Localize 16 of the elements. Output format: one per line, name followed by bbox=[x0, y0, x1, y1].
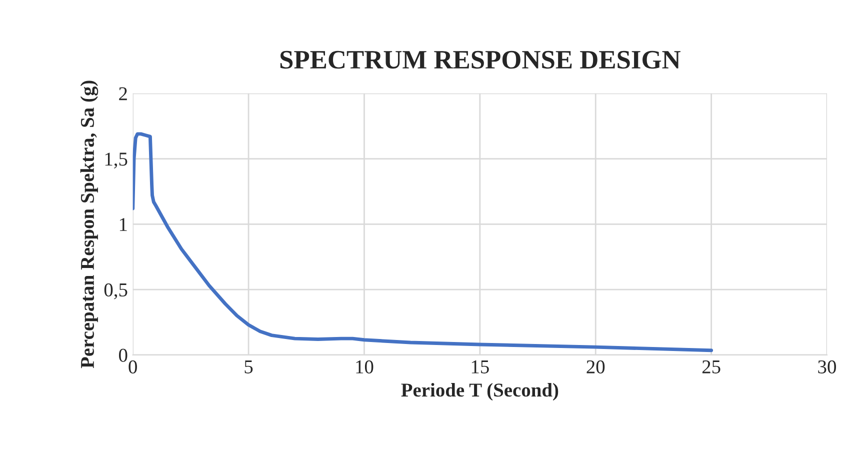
x-axis-title: Periode T (Second) bbox=[401, 382, 558, 401]
y-tick-label: 0,5 bbox=[104, 283, 128, 300]
x-tick-label: 15 bbox=[472, 360, 489, 374]
x-tick-label: 0 bbox=[128, 360, 137, 374]
x-tick-label: 25 bbox=[702, 360, 720, 374]
x-tick-label: 5 bbox=[244, 360, 253, 374]
chart-title: SPECTRUM RESPONSE DESIGN bbox=[280, 50, 680, 69]
line-series bbox=[132, 132, 714, 352]
x-tick-label: 20 bbox=[586, 360, 605, 374]
x-tick-label: 30 bbox=[818, 360, 836, 374]
y-tick-label: 0 bbox=[118, 348, 128, 362]
y-tick-label: 1,5 bbox=[105, 152, 128, 169]
y-tick-label: 2 bbox=[119, 87, 127, 100]
y-tick-label: 1 bbox=[120, 218, 127, 231]
x-tick-label: 10 bbox=[356, 360, 374, 374]
y-axis-title: Percepatan Respon Spektra, Sa (g) bbox=[80, 80, 98, 368]
